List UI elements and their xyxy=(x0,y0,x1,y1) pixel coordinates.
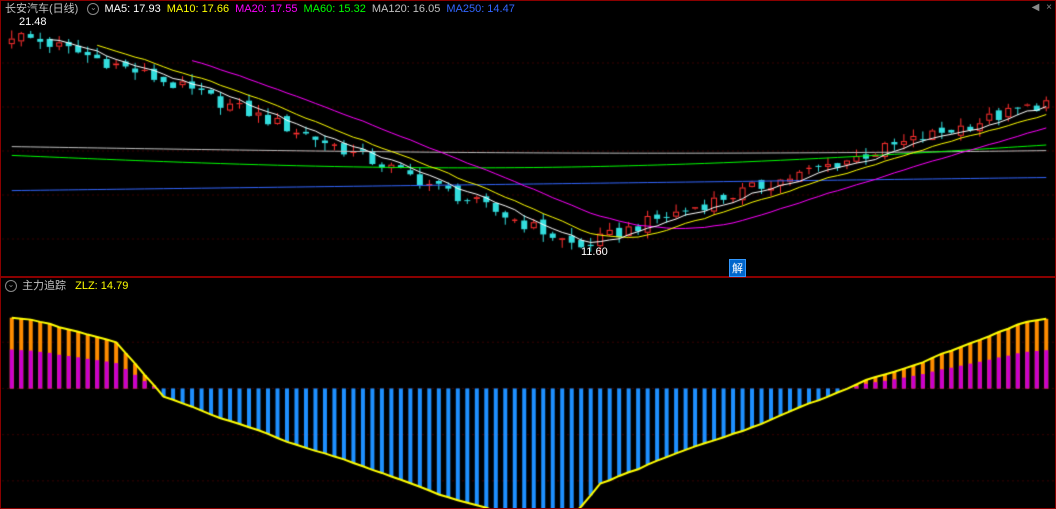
indicator-panel[interactable]: ⌄ 主力追踪 ZLZ: 14.79 xyxy=(0,277,1056,509)
toggle-icon[interactable]: ⌄ xyxy=(5,280,17,292)
ma-label-ma20: MA20: 17.55 xyxy=(235,3,297,15)
ma-label-ma120: MA120: 16.05 xyxy=(372,3,441,15)
indicator-header: ⌄ 主力追踪 ZLZ: 14.79 xyxy=(1,278,1055,294)
ma-label-ma10: MA10: 17.66 xyxy=(167,3,229,15)
close-icon[interactable]: × xyxy=(1044,2,1054,13)
toggle-icon[interactable]: ⌄ xyxy=(87,3,99,15)
indicator-title: 主力追踪 xyxy=(22,280,66,292)
ma-label-ma250: MA250: 14.47 xyxy=(446,3,515,15)
stock-title: 长安汽车(日线) xyxy=(5,3,78,15)
ma-label-ma60: MA60: 15.32 xyxy=(303,3,365,15)
zlz-label: ZLZ: 14.79 xyxy=(75,280,128,292)
collapse-icon[interactable]: ◀ xyxy=(1030,2,1042,13)
ma-label-ma5: MA5: 17.93 xyxy=(104,3,160,15)
kline-panel[interactable]: 长安汽车(日线) ⌄ MA5: 17.93 MA10: 17.66 MA20: 17… xyxy=(0,0,1056,277)
kline-header: 长安汽车(日线) ⌄ MA5: 17.93 MA10: 17.66 MA20: 17… xyxy=(1,1,1055,17)
panel-controls: ◀ × xyxy=(1030,2,1054,13)
annotation-badge[interactable]: 解 xyxy=(729,259,746,277)
kline-canvas[interactable] xyxy=(1,1,1056,276)
indicator-canvas[interactable] xyxy=(1,278,1056,508)
